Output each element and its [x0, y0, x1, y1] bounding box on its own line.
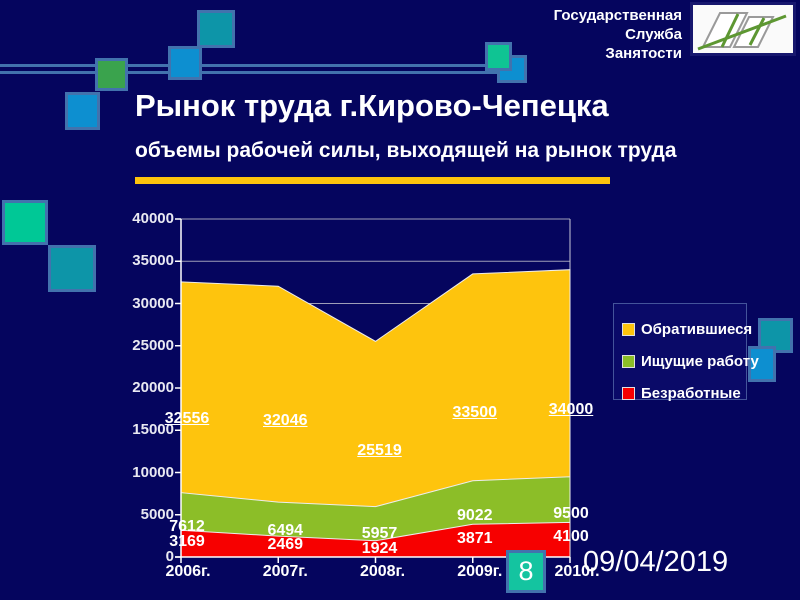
decor-square-teal-top	[197, 10, 235, 48]
decor-square-green-top	[95, 58, 128, 91]
legend-swatch-red	[622, 386, 635, 400]
employment-service-logo	[690, 2, 796, 56]
legend-label-series1: Обратившиеся	[641, 320, 753, 338]
chart-legend: Обратившиеся Ищущие работу Безработные	[613, 303, 759, 402]
legend-label-series3: Безработные	[641, 384, 741, 402]
decor-square-emerald-left	[2, 200, 48, 245]
org-name-line2: Служба	[625, 26, 682, 43]
decor-square-teal-left	[48, 245, 96, 292]
area-series-3	[180, 521, 571, 558]
slide-title: Рынок труда г.Кирово-Чепецка	[135, 88, 609, 123]
legend-swatch-green	[622, 354, 635, 368]
title-underline-bar	[135, 177, 610, 184]
decor-double-line	[0, 64, 527, 74]
org-name-line1: Государственная	[553, 7, 682, 24]
employment-service-logo-emblem	[697, 12, 787, 51]
date-stamp: 09/04/2019	[583, 546, 729, 578]
org-name-line3: Занятости	[605, 45, 682, 62]
decor-square-blue-right-mid	[748, 346, 776, 382]
org-name: Государственная Служба Занятости	[554, 6, 682, 63]
slide-subtitle: объемы рабочей силы, выходящей на рынок …	[135, 139, 677, 162]
decor-square-blue-left	[65, 92, 100, 130]
legend-item-series2: Ищущие работу	[622, 345, 759, 377]
legend-item-series3: Безработные	[622, 377, 746, 409]
legend-label-series2: Ищущие работу	[641, 352, 759, 370]
decor-square-blue-top	[168, 46, 202, 80]
decor-square-emerald-right-top	[485, 42, 512, 71]
page-number-badge: 8	[506, 550, 546, 593]
legend-swatch-yellow	[622, 322, 635, 336]
legend-item-series1: Обратившиеся	[622, 313, 752, 345]
